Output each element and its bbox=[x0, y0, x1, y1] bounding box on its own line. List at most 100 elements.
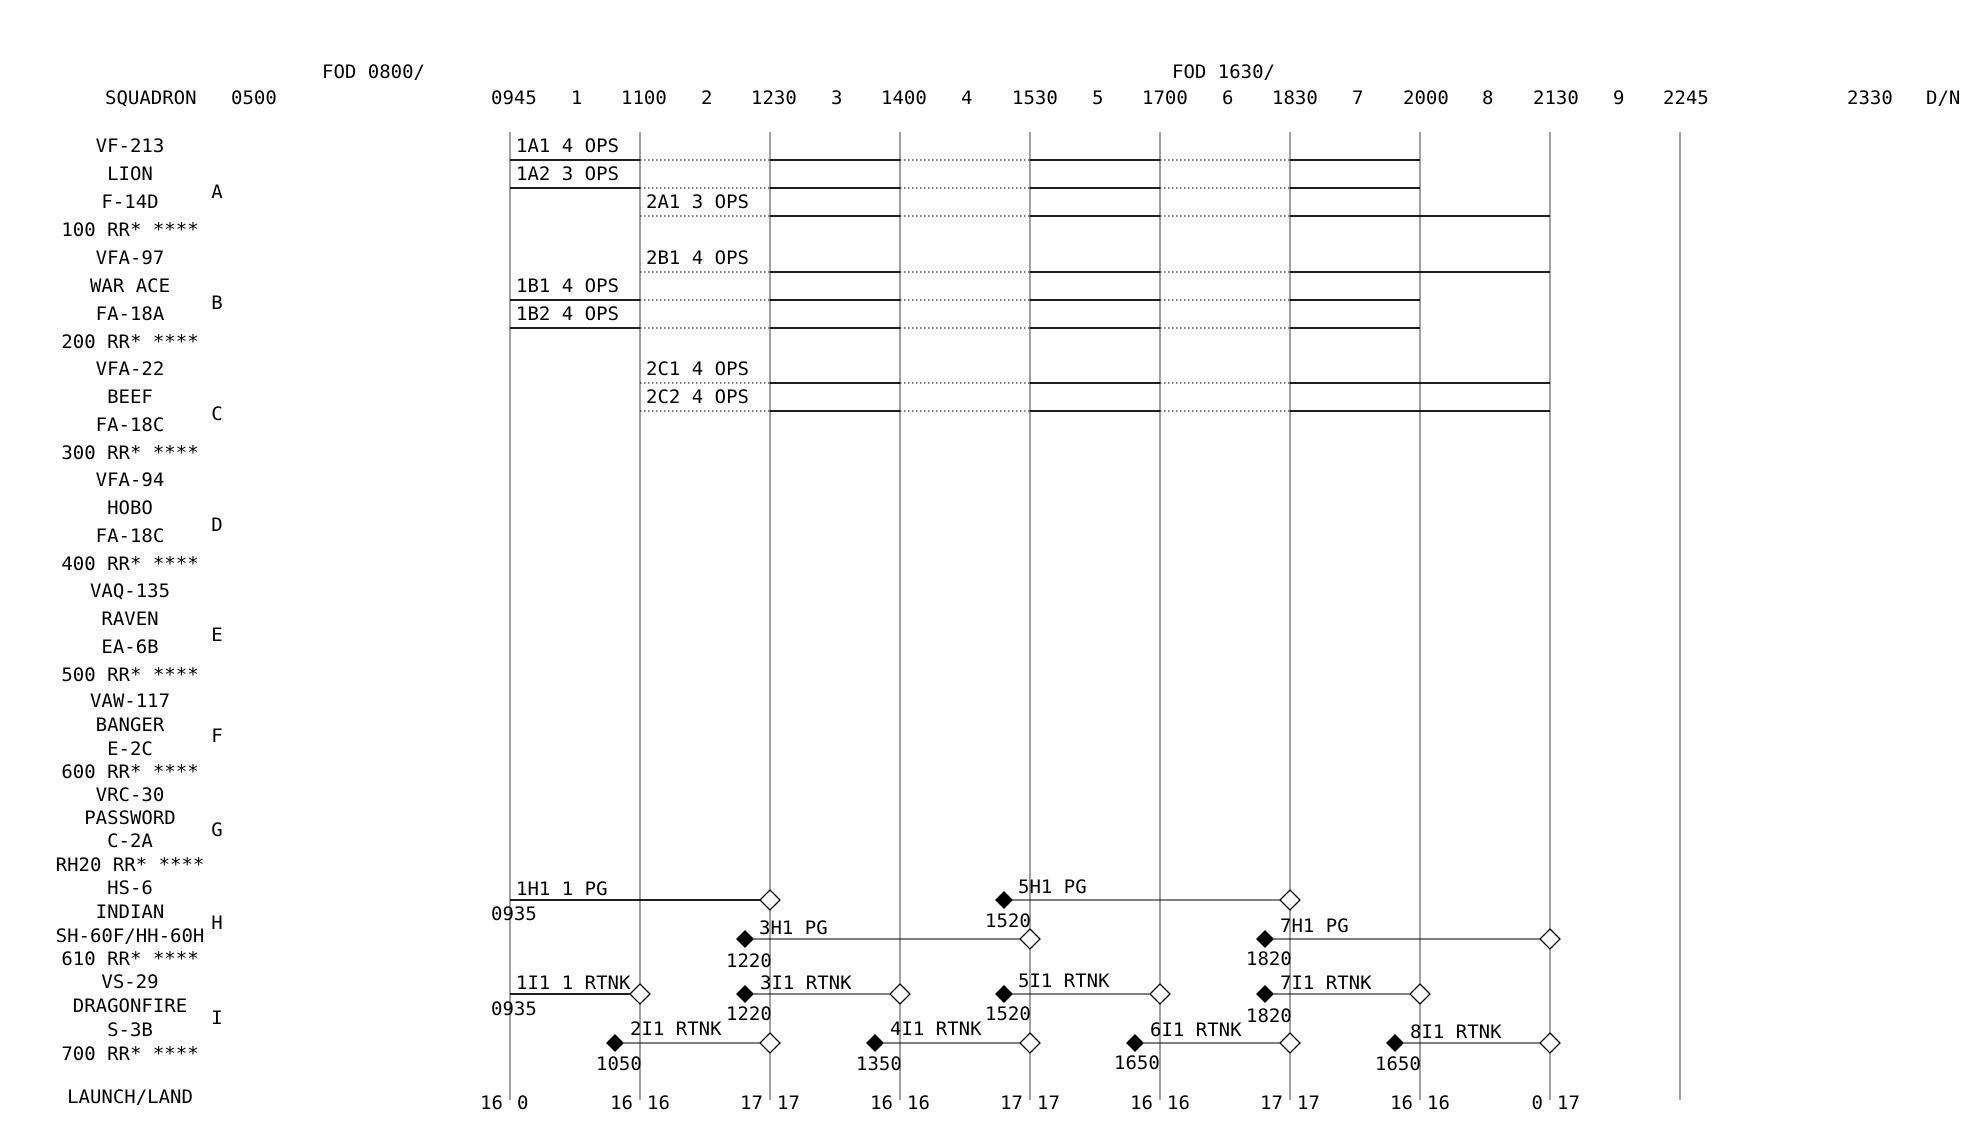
squadron-letter: D bbox=[211, 514, 222, 536]
squadron-side-numbers: 700 RR* **** bbox=[61, 1043, 198, 1065]
event-label: 3H1 PG bbox=[759, 917, 828, 939]
land-count: 17 bbox=[1297, 1092, 1320, 1114]
time-label: 1100 bbox=[621, 87, 667, 109]
squadron-letter: A bbox=[211, 181, 223, 203]
fod-label-evening: FOD 1630/ bbox=[1172, 61, 1275, 83]
land-count: 16 bbox=[647, 1092, 670, 1114]
squadron-side-numbers: 400 RR* **** bbox=[61, 553, 198, 575]
squadron-letter: G bbox=[211, 819, 222, 841]
event-label: 3I1 RTNK bbox=[760, 972, 852, 994]
helo-event: 7H1 PG 1820 bbox=[1246, 915, 1561, 970]
tanker-event: 4I1 RTNK 1350 bbox=[856, 1018, 1041, 1075]
squadron-aircraft: E-2C bbox=[107, 738, 153, 760]
squadron-designation: VF-213 bbox=[96, 135, 165, 157]
hollow-diamond-icon bbox=[759, 889, 781, 911]
event-label: 1H1 1 PG bbox=[516, 878, 608, 900]
event-label: 5I1 RTNK bbox=[1018, 970, 1110, 992]
event-label: 7I1 RTNK bbox=[1280, 972, 1372, 994]
squadron-callsign: LION bbox=[107, 163, 153, 185]
time-label: 2130 bbox=[1533, 87, 1579, 109]
squadron-block: VFA-94 HOBO FA-18C 400 RR* **** D bbox=[61, 469, 222, 575]
tanker-events: 1I1 1 RTNK 0935 2I1 RTNK 1050 3I1 RTNK 1… bbox=[491, 970, 1561, 1075]
time-label: 1230 bbox=[751, 87, 797, 109]
squadron-aircraft: EA-6B bbox=[101, 636, 158, 658]
squadron-side-numbers: 500 RR* **** bbox=[61, 664, 198, 686]
filled-diamond-icon bbox=[736, 985, 754, 1003]
land-count: 17 bbox=[1557, 1092, 1580, 1114]
squadron-designation: VFA-94 bbox=[96, 469, 165, 491]
fixed-wing-events: 1A1 4 OPS 1A2 3 OPS 2A1 3 OPS 2B1 4 OPS … bbox=[510, 135, 1550, 412]
hollow-diamond-icon bbox=[1149, 983, 1171, 1005]
hollow-diamond-icon bbox=[1279, 889, 1301, 911]
tanker-event: 6I1 RTNK 1650 bbox=[1114, 1019, 1301, 1074]
launch-time: 1050 bbox=[596, 1053, 642, 1075]
event-label: 7H1 PG bbox=[1280, 915, 1349, 937]
launch-time: 1220 bbox=[726, 1003, 772, 1025]
filled-diamond-icon bbox=[606, 1034, 624, 1052]
squadron-letter: B bbox=[211, 292, 222, 314]
squadron-aircraft: SH-60F/HH-60H bbox=[56, 925, 205, 947]
squadron-callsign: DRAGONFIRE bbox=[73, 995, 187, 1017]
squadron-aircraft: S-3B bbox=[107, 1019, 153, 1041]
launch-land-row: 16 0 16 16 17 17 16 16 17 17 16 16 17 17… bbox=[480, 1092, 1580, 1114]
filled-diamond-icon bbox=[736, 930, 754, 948]
squadron-designation: VAQ-135 bbox=[90, 580, 170, 602]
event-label: 2C1 4 OPS bbox=[646, 358, 749, 380]
launch-count: 0 bbox=[1532, 1092, 1543, 1114]
filled-diamond-icon bbox=[1386, 1034, 1404, 1052]
squadron-aircraft: FA-18C bbox=[96, 414, 165, 436]
tanker-event: 2I1 RTNK 1050 bbox=[596, 1018, 781, 1075]
launch-time: 1650 bbox=[1114, 1052, 1160, 1074]
event-label: 2C2 4 OPS bbox=[646, 386, 749, 408]
event-number: 7 bbox=[1352, 87, 1363, 109]
launch-time: 1820 bbox=[1246, 948, 1292, 970]
land-count: 16 bbox=[1167, 1092, 1190, 1114]
squadron-aircraft: FA-18A bbox=[96, 303, 165, 325]
squadron-side-numbers: 300 RR* **** bbox=[61, 442, 198, 464]
event-number: 5 bbox=[1092, 87, 1103, 109]
event-label: 6I1 RTNK bbox=[1150, 1019, 1242, 1041]
filled-diamond-icon bbox=[995, 985, 1013, 1003]
event-label: 5H1 PG bbox=[1018, 876, 1087, 898]
launch-count: 16 bbox=[1390, 1092, 1413, 1114]
time-label: 0500 bbox=[231, 87, 277, 109]
squadron-aircraft: F-14D bbox=[101, 191, 158, 213]
squadron-side-numbers: 600 RR* **** bbox=[61, 761, 198, 783]
event-number: 9 bbox=[1613, 87, 1624, 109]
hollow-diamond-icon bbox=[1539, 1032, 1561, 1054]
hollow-diamond-icon bbox=[889, 983, 911, 1005]
event-number: 1 bbox=[571, 87, 582, 109]
hollow-diamond-icon bbox=[629, 983, 651, 1005]
hollow-diamond-icon bbox=[1019, 1032, 1041, 1054]
squadron-callsign: BANGER bbox=[96, 714, 165, 736]
tanker-event: 3I1 RTNK 1220 bbox=[726, 972, 911, 1025]
time-label: 2000 bbox=[1403, 87, 1449, 109]
squadron-side-numbers: 100 RR* **** bbox=[61, 219, 198, 241]
launch-count: 17 bbox=[740, 1092, 763, 1114]
event-label: 1B2 4 OPS bbox=[516, 303, 619, 325]
launch-time: 1820 bbox=[1246, 1005, 1292, 1027]
squadron-letter: F bbox=[211, 725, 222, 747]
squadron-block: VF-213 LION F-14D 100 RR* **** A bbox=[61, 135, 223, 241]
tanker-event: 5I1 RTNK 1520 bbox=[985, 970, 1171, 1025]
event-label: 1I1 1 RTNK bbox=[516, 972, 631, 994]
land-count: 16 bbox=[907, 1092, 930, 1114]
squadron-callsign: BEEF bbox=[107, 386, 153, 408]
squadron-designation: VAW-117 bbox=[90, 690, 170, 712]
land-count: 17 bbox=[777, 1092, 800, 1114]
land-count: 16 bbox=[1427, 1092, 1450, 1114]
fod-label-morning: FOD 0800/ bbox=[322, 61, 425, 83]
squadron-callsign: WAR ACE bbox=[90, 275, 170, 297]
header-row: SQUADRON D/N FOD 0800/ FOD 1630/ 0500 09… bbox=[105, 61, 1960, 109]
squadron-callsign: HOBO bbox=[107, 497, 153, 519]
launch-time: 1220 bbox=[726, 950, 772, 972]
launch-time: 1520 bbox=[985, 1003, 1031, 1025]
launch-time: 0935 bbox=[491, 998, 537, 1020]
launch-time: 1520 bbox=[985, 910, 1031, 932]
filled-diamond-icon bbox=[995, 891, 1013, 909]
hollow-diamond-icon bbox=[1539, 928, 1561, 950]
filled-diamond-icon bbox=[1126, 1034, 1144, 1052]
time-label: 0945 bbox=[491, 87, 537, 109]
launch-count: 16 bbox=[1130, 1092, 1153, 1114]
hollow-diamond-icon bbox=[759, 1032, 781, 1054]
